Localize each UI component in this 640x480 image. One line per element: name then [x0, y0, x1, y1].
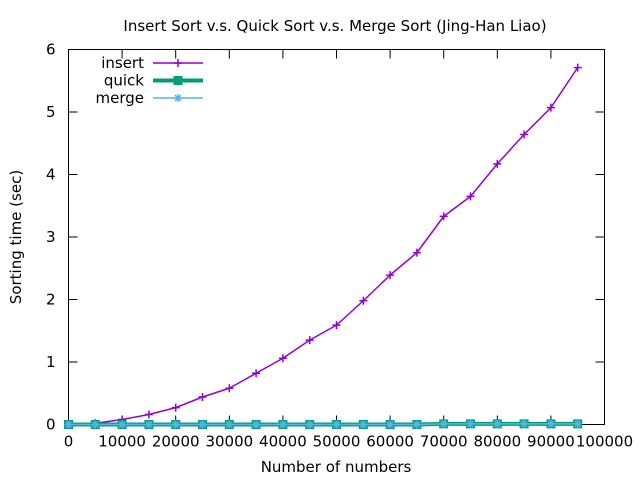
data-point-insert — [144, 410, 153, 419]
data-point-merge — [252, 420, 261, 429]
data-point-insert — [198, 393, 207, 401]
data-point-merge — [466, 419, 475, 428]
data-point-merge — [546, 419, 555, 428]
data-point-insert — [493, 159, 502, 168]
legend-marker-insert — [174, 59, 182, 67]
y-tick-label: 2 — [46, 291, 56, 309]
data-point-merge — [493, 419, 502, 428]
data-point-merge — [412, 420, 421, 429]
series-layer — [64, 63, 583, 429]
x-tick-label: 80000 — [473, 433, 521, 451]
series-insert — [64, 63, 582, 429]
series-line-merge — [68, 423, 578, 426]
legend-label-insert: insert — [101, 54, 144, 72]
chart-title: Insert Sort v.s. Quick Sort v.s. Merge S… — [123, 17, 546, 35]
data-point-merge — [198, 420, 207, 429]
data-point-insert — [359, 296, 368, 305]
x-tick-label: 0 — [64, 433, 74, 451]
data-point-merge — [573, 419, 582, 428]
data-point-merge — [144, 420, 153, 429]
data-point-insert — [546, 103, 555, 112]
x-tick-label: 10000 — [98, 433, 146, 451]
x-tick-label: 30000 — [205, 433, 253, 451]
data-point-merge — [225, 420, 234, 429]
x-tick-label: 40000 — [259, 433, 307, 451]
x-axis-label: Number of numbers — [261, 458, 412, 476]
series-merge — [64, 419, 582, 429]
data-point-insert — [332, 321, 341, 330]
x-tick-label: 20000 — [152, 433, 200, 451]
data-point-insert — [573, 63, 582, 72]
data-point-insert — [386, 271, 395, 280]
data-point-insert — [412, 248, 421, 257]
data-point-merge — [118, 420, 127, 429]
data-point-merge — [386, 420, 395, 429]
data-point-insert — [171, 403, 180, 412]
data-point-insert — [225, 384, 234, 393]
x-tick-label: 90000 — [527, 433, 575, 451]
y-tick-label: 0 — [46, 416, 56, 434]
y-tick-label: 1 — [46, 353, 56, 371]
y-tick-label: 3 — [46, 228, 56, 246]
legend-label-merge: merge — [96, 89, 145, 107]
data-point-merge — [439, 419, 448, 428]
data-point-merge — [305, 420, 314, 429]
data-point-merge — [91, 420, 100, 429]
y-axis-label: Sorting time (sec) — [7, 170, 25, 304]
data-point-merge — [332, 420, 341, 429]
y-tick-label: 4 — [46, 166, 56, 184]
y-tick-label: 6 — [46, 41, 56, 59]
data-point-merge — [171, 420, 180, 429]
x-tick-label: 60000 — [366, 433, 414, 451]
data-point-merge — [359, 420, 368, 429]
data-point-insert — [278, 354, 287, 363]
data-point-insert — [252, 369, 261, 378]
y-axis: 0 1 2 3 4 5 6 — [46, 41, 605, 434]
legend-marker-quick — [173, 76, 183, 85]
data-point-merge — [64, 420, 73, 429]
data-point-merge — [520, 419, 529, 428]
plot-frame — [68, 49, 605, 425]
x-tick-label: 70000 — [420, 433, 468, 451]
data-point-insert — [520, 130, 529, 139]
x-tick-label: 50000 — [313, 433, 361, 451]
data-point-insert — [305, 336, 314, 345]
series-line-insert — [68, 67, 579, 426]
legend-label-quick: quick — [104, 72, 144, 90]
data-point-merge — [278, 420, 287, 429]
legend-marker-merge — [174, 94, 182, 102]
x-axis: 0 10000 20000 30000 40000 50000 60000 70000 8000… — [64, 49, 633, 451]
data-point-insert — [466, 192, 475, 201]
y-tick-label: 5 — [46, 103, 56, 121]
x-tick-label: 100000 — [576, 433, 633, 451]
data-point-insert — [439, 212, 448, 221]
